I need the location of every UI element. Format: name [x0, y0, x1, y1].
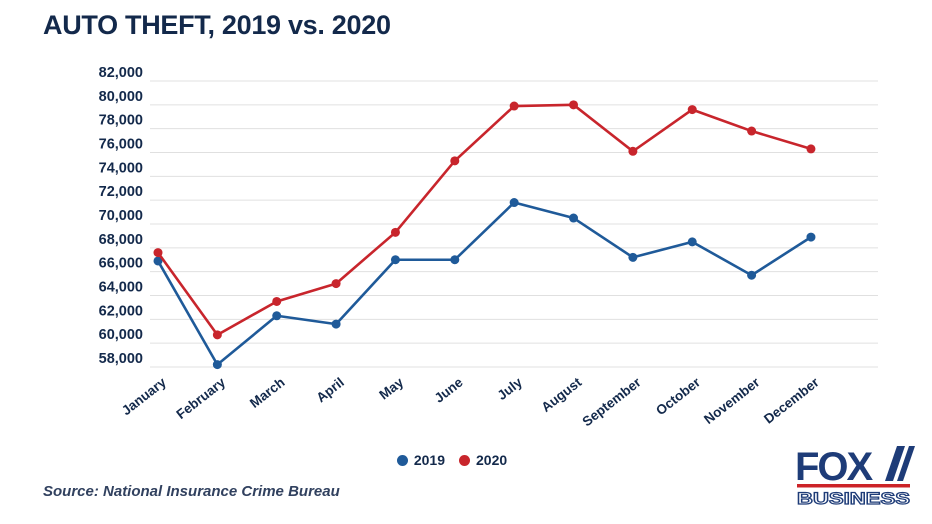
logo-fox-text: FOX [797, 445, 874, 489]
series-2020-point [569, 100, 579, 110]
chart-legend: 2019 2020 [0, 452, 918, 468]
x-axis-label: November [701, 374, 763, 427]
series-2019-point [806, 232, 816, 242]
series-2019-point [272, 311, 282, 321]
series-2020-point [331, 279, 341, 289]
series-2019-point [628, 252, 638, 262]
x-axis-label: March [247, 375, 288, 411]
series-2020-point [390, 227, 400, 237]
y-axis-label: 58,000 [99, 351, 143, 367]
y-axis-label: 80,000 [99, 89, 143, 105]
series-2020-point [153, 248, 163, 258]
series-2019-point [390, 255, 400, 265]
y-axis-label: 76,000 [99, 137, 143, 153]
y-axis-label: 62,000 [99, 303, 143, 319]
x-axis-label: August [538, 374, 584, 415]
line-chart: 82,000 80,000 78,000 76,000 74,000 72,000 70,0… [99, 65, 878, 429]
y-axis-label: 70,000 [99, 208, 143, 224]
series-2019-point [569, 213, 579, 223]
series-2019-point [331, 319, 341, 329]
logo-business-text: BUSINESS [797, 489, 910, 508]
legend-dot-icon [396, 454, 408, 466]
fox-business-logo: FOX BUSINESS [795, 444, 915, 513]
logo-beam-icon [897, 446, 915, 481]
x-axis-label: June [432, 374, 466, 406]
series-2019-point [153, 256, 163, 266]
series-2020-point [450, 156, 460, 166]
series-2020-point [509, 101, 519, 111]
x-axis-label: May [376, 374, 406, 402]
series-2019-point [450, 255, 460, 265]
series-2019-point [509, 198, 519, 208]
y-axis-label: 72,000 [99, 184, 143, 200]
legend-label: 2020 [476, 452, 508, 468]
y-axis-label: 78,000 [99, 113, 143, 129]
x-axis-label: January [119, 374, 169, 418]
series-2020-line [156, 103, 812, 337]
y-axis-label: 74,000 [99, 160, 143, 176]
series-2020-point [212, 330, 222, 340]
source-attribution: Source: National Insurance Crime Bureau [43, 483, 340, 500]
y-axis-label: 60,000 [99, 327, 143, 343]
series-2019-point [212, 360, 222, 370]
y-axis-label: 64,000 [99, 280, 143, 296]
series-2020-point [272, 296, 282, 306]
series-2019-point [687, 237, 697, 247]
x-axis-label: October [653, 374, 704, 418]
series-2019-line [156, 201, 812, 366]
x-axis-label: September [580, 374, 645, 429]
y-axis-label: 68,000 [99, 232, 143, 248]
x-axis-label: February [173, 374, 228, 422]
logo-beam-icon [885, 446, 905, 481]
x-axis-label: December [761, 374, 822, 426]
series-2020-point [628, 146, 638, 156]
page-title: AUTO THEFT, 2019 vs. 2020 [43, 10, 391, 40]
fox-business-logo-graphic: FOX BUSINESS [795, 445, 915, 509]
legend-item-2020: 2020 [459, 452, 507, 468]
legend-item-2019: 2019 [396, 452, 445, 468]
legend-label: 2019 [413, 452, 445, 468]
x-axis-label: July [494, 374, 525, 403]
series-2020-point [747, 126, 757, 136]
y-axis-label: 66,000 [99, 256, 143, 272]
series-2020-point [806, 144, 816, 154]
series-2019-point [747, 270, 757, 280]
x-axis-label: April [313, 375, 346, 406]
series-2020-point [687, 105, 697, 115]
logo-red-line [797, 484, 910, 488]
y-axis-label: 82,000 [99, 65, 143, 81]
legend-dot-icon [459, 454, 470, 466]
